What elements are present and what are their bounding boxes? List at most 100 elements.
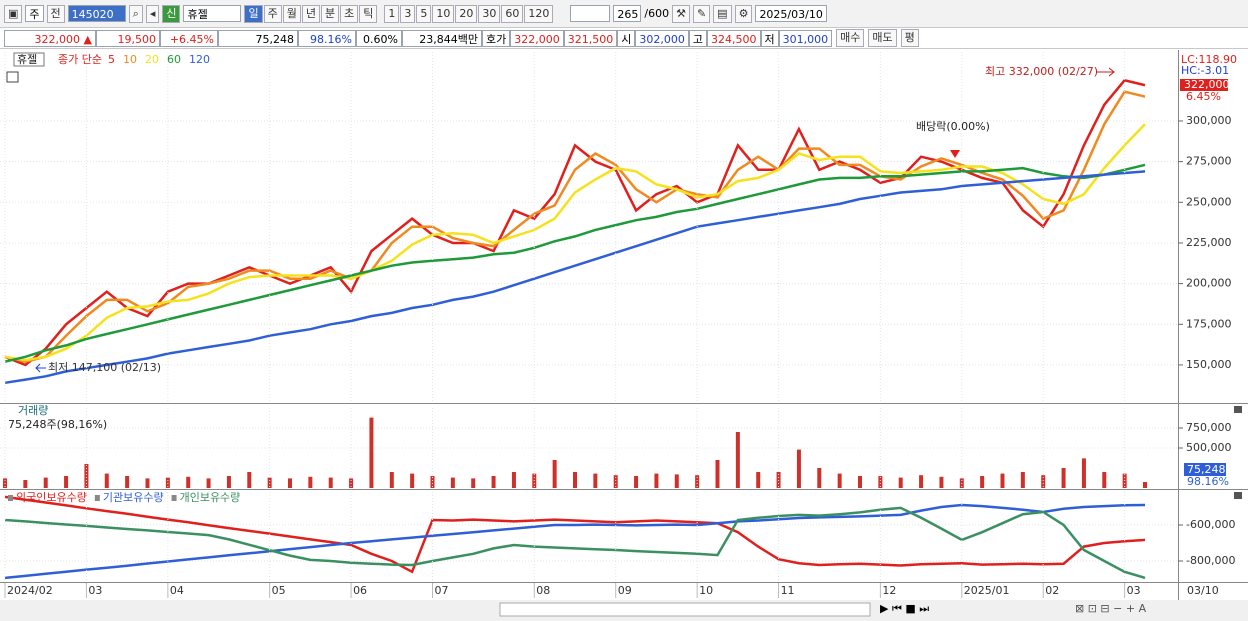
interval-button[interactable]: 1 [384,4,400,23]
interval-button[interactable]: 60 [501,4,524,23]
volume-bar [206,478,211,488]
series-line [4,503,1146,580]
prev-button[interactable]: 전 [46,4,65,23]
volume-bar [796,449,801,488]
volume-bar [593,473,598,488]
annotation-arrow [1096,67,1115,77]
period-button[interactable]: 초 [340,4,359,23]
volume-bar [511,472,516,488]
interval-button[interactable]: 5 [416,4,432,23]
legend-entry: 개인보유수량 [180,491,241,504]
open-label: 시 [617,29,636,47]
x-tick-label: 04 [170,584,184,597]
rate: +6.45% [160,29,218,47]
volume-bar [165,477,170,488]
draw-icon[interactable]: ✎ [692,4,711,23]
volume-bar [328,477,333,488]
volume-bar [1143,481,1147,488]
volume-bar [1081,458,1086,488]
volume-bar [104,473,109,488]
volume-bar [674,474,679,488]
close-icon[interactable] [1234,406,1242,413]
legend-entry: 기관보유수량 [103,491,164,504]
period-button[interactable]: 틱 [359,4,378,23]
interval-button[interactable]: 3 [400,4,416,23]
legend-swatch [171,495,177,501]
series-line [4,170,1146,385]
y-tick-label: 750,000 [1186,421,1232,434]
period-button[interactable]: 월 [282,4,301,23]
interval-input[interactable] [570,5,611,22]
interval-button[interactable]: 120 [524,4,554,23]
x-end-label: 03/10 [1187,584,1219,597]
count-input[interactable]: 265 [613,5,642,22]
legend-swatch [8,495,13,501]
sell-button[interactable]: 매도 [868,29,897,47]
credit-badge: 신 [162,4,181,23]
zoom-controls[interactable]: ⊠ ⊡ ⊟ − + A [1075,602,1147,615]
save-icon[interactable]: ▤ [713,4,732,23]
menu-icon[interactable]: ▣ [4,4,23,23]
right-label: 322,000 [1184,78,1230,91]
y-tick-label: 300,000 [1186,114,1232,127]
volume-bar [145,478,150,488]
period-button[interactable]: 일 [244,4,263,23]
x-tick-label: 09 [618,584,632,597]
y-tick-label: -800,000 [1186,554,1235,567]
period-button[interactable]: 주 [263,4,282,23]
legend-entry: 5 [108,53,115,66]
scroll-controls[interactable]: ▶ ⏮ ■ ⏭ [880,602,929,615]
period-button[interactable]: 분 [320,4,340,23]
last-volume-box [1184,463,1226,476]
volume-bar [1020,472,1025,488]
period-select[interactable]: 주 [25,5,44,22]
legend-title: 종가 단순 [58,53,102,66]
y-tick-label: 150,000 [1186,358,1232,371]
info-bar: 322,000 ▲ 19,500 +6.45% 75,248 98.16% 0.… [0,28,1248,49]
date-input[interactable]: 2025/03/10 [755,5,827,22]
tool-icon[interactable]: ⚒ [672,4,690,23]
scroll-thumb[interactable] [499,602,871,617]
volume-bar [980,476,985,488]
eval-button[interactable]: 평 [900,29,919,47]
y-tick-label: 175,000 [1186,317,1232,330]
volume-bar [125,476,130,488]
volume-bar [715,460,720,488]
series-line [4,163,1146,363]
panel-title: 거래량 [18,404,48,417]
count-max: /600 [644,7,670,20]
volume-bar [23,480,28,488]
low: 301,000 [778,29,833,47]
volume-bar [613,475,618,488]
x-tick-label: 03 [1127,584,1141,597]
volume: 75,248 [218,29,298,47]
code-input[interactable]: 145020 [67,5,126,22]
buy-button[interactable]: 매수 [836,29,865,47]
right-axis-bg [1178,50,1248,602]
legend-entry: 20 [145,53,159,66]
interval-button[interactable]: 20 [455,4,478,23]
period-button[interactable]: 년 [301,4,320,23]
volume-bar [1102,472,1107,488]
x-tick-label: 02 [1045,584,1059,597]
settings-icon[interactable]: ⚙ [734,4,753,23]
right-label: 75,248 [1187,463,1226,476]
right-label: LC:118.90 [1181,53,1237,66]
grid-icon[interactable] [6,71,19,83]
x-tick-label: 08 [536,584,550,597]
sound-icon[interactable]: ◂ [145,4,160,23]
volume-bar [1061,468,1066,488]
annotation: 최저 147,100 (02/13) [48,361,161,374]
x-tick-label: 10 [699,584,713,597]
volume-bar [410,473,415,488]
interval-button[interactable]: 10 [432,4,455,23]
volume-bar [84,464,89,488]
volume-bar [695,475,700,488]
volume-bar [919,475,924,488]
annotation: 최고 332,000 (02/27) [985,65,1098,78]
y-tick-label: 200,000 [1186,277,1232,290]
close-icon[interactable] [1234,492,1242,499]
search-icon[interactable]: ⌕ [128,4,143,23]
interval-button[interactable]: 30 [478,4,501,23]
